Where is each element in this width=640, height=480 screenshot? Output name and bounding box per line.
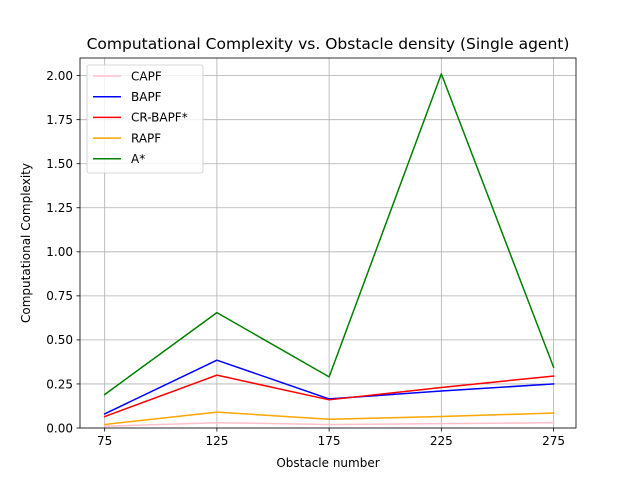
- legend-label: A*: [131, 152, 145, 166]
- series-line-capf: [103, 421, 555, 428]
- series-line-rapf: [103, 411, 555, 426]
- y-axis-label: Computational Complexity: [19, 163, 33, 323]
- y-tick-label: 0.50: [46, 333, 73, 347]
- legend-label: RAPF: [131, 131, 161, 145]
- legend-box: [86, 64, 204, 174]
- axis-ticks: 75 125 175 225 275 0.00 0.25 0.50 0.75 1.00 1.25 1.…: [46, 69, 565, 448]
- x-tick-label: 275: [542, 434, 565, 448]
- axes-frame: [79, 57, 577, 429]
- y-tick-label: 0.75: [46, 289, 73, 303]
- y-tick-label: 0.00: [46, 421, 73, 435]
- y-tick-label: 1.25: [46, 201, 73, 215]
- y-tick-label: 1.50: [46, 157, 73, 171]
- legend: CAPF BAPF CR-BAPF* RAPF A*: [86, 64, 204, 174]
- y-tick-label: 1.00: [46, 245, 73, 259]
- x-tick-label: 225: [430, 434, 453, 448]
- x-tick-label: 125: [205, 434, 228, 448]
- legend-label: CAPF: [131, 69, 162, 83]
- x-axis-label: Obstacle number: [276, 456, 379, 470]
- legend-label: BAPF: [131, 90, 162, 104]
- series-line-a: [103, 73, 555, 396]
- legend-label: CR-BAPF*: [131, 111, 188, 125]
- series-line-cr-bapf: [103, 374, 555, 418]
- legend-items: CAPF BAPF CR-BAPF* RAPF A*: [93, 69, 188, 166]
- chart-title: Computational Complexity vs. Obstacle de…: [87, 35, 570, 53]
- y-tick-label: 0.25: [46, 377, 73, 391]
- series-line-bapf: [103, 359, 555, 415]
- y-tick-label: 1.75: [46, 113, 73, 127]
- series-lines: [103, 73, 555, 428]
- x-tick-label: 75: [97, 434, 112, 448]
- x-tick-label: 175: [318, 434, 341, 448]
- y-tick-label: 2.00: [46, 69, 73, 83]
